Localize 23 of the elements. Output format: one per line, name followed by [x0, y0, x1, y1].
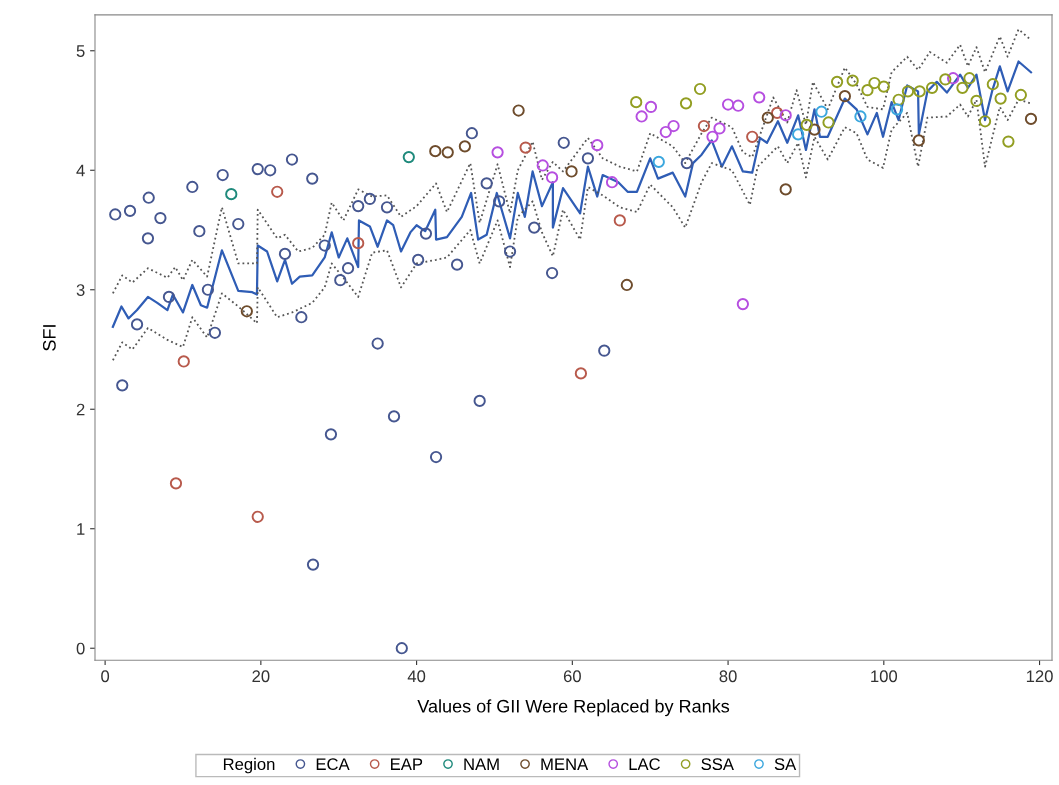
x-tick-label: 0 [101, 670, 110, 683]
x-tick-label: 60 [563, 670, 581, 683]
y-tick-label: 3 [76, 284, 85, 296]
legend-label: ECA [316, 758, 350, 771]
legend-label: EAP [391, 758, 423, 770]
legend-label: LAC [629, 758, 660, 771]
x-tick-label: 120 [1026, 670, 1053, 683]
x-tick-label: 100 [871, 670, 898, 683]
legend-label: MENA [541, 758, 589, 770]
legend-label: SSA [701, 758, 734, 771]
y-tick-label: 0 [76, 642, 85, 655]
x-tick-label: 40 [407, 670, 426, 683]
y-axis-title: SFI [42, 325, 56, 351]
legend-label: NAM [464, 758, 499, 770]
y-tick-label: 1 [77, 523, 85, 535]
x-tick-label: 80 [719, 670, 737, 683]
y-tick-label: 4 [76, 164, 85, 177]
legend-label: SA [774, 758, 797, 771]
x-axis-title: Values of GII Were Replaced by Ranks [417, 699, 730, 717]
y-tick-label: 5 [76, 45, 85, 57]
y-tick-label: 2 [76, 403, 85, 416]
x-tick-label: 20 [252, 670, 270, 683]
legend-title: Region [223, 757, 275, 774]
